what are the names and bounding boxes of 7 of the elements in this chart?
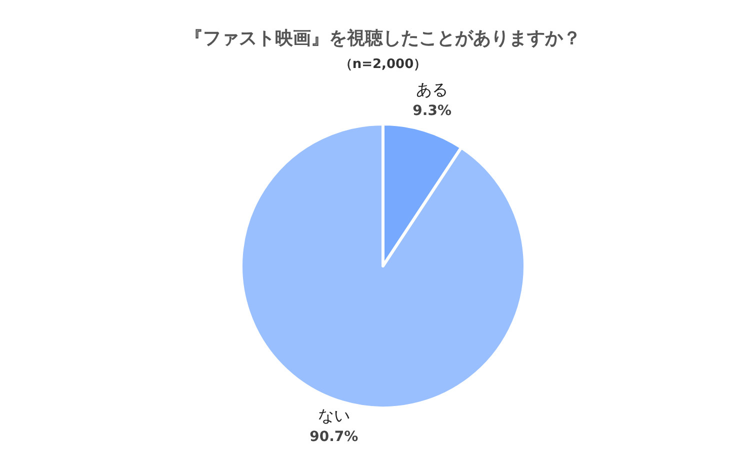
data-label: 90.7% <box>310 429 358 446</box>
data-label: 9.3% <box>412 102 452 119</box>
slice-label: ない <box>318 406 350 426</box>
chart-title: 『ファスト映画』を視聴したことがありますか？ <box>185 28 581 49</box>
pie-slice <box>240 122 526 410</box>
slice-label: ある <box>416 80 448 99</box>
chart-subtitle: （n=2,000） <box>339 57 427 72</box>
